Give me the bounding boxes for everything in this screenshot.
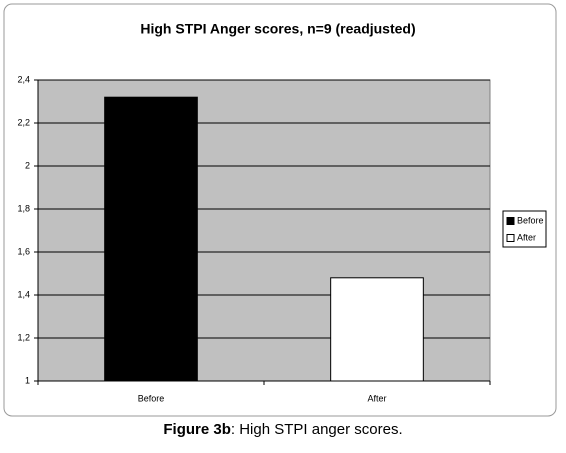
x-tick-label: Before xyxy=(138,393,165,403)
y-tick-label: 1,2 xyxy=(17,332,30,342)
y-tick-label: 1 xyxy=(25,375,30,385)
bar xyxy=(330,277,424,382)
bar xyxy=(104,96,198,382)
y-tick-label: 1,4 xyxy=(17,289,30,299)
chart: High STPI Anger scores, n=9 (readjusted)… xyxy=(3,3,557,417)
legend-label: After xyxy=(517,232,536,242)
x-tick-label: After xyxy=(367,393,386,403)
y-tick-label: 2,4 xyxy=(17,74,30,84)
legend-swatch xyxy=(506,234,515,242)
caption: Figure 3b: High STPI anger scores. xyxy=(0,421,566,438)
legend-label: Before xyxy=(517,215,544,225)
y-tick-label: 2 xyxy=(25,160,30,170)
caption-label: Figure 3b xyxy=(163,421,231,438)
legend-swatch xyxy=(506,217,515,225)
caption-text: : High STPI anger scores. xyxy=(230,421,403,438)
y-tick-label: 2,2 xyxy=(17,117,30,127)
y-tick-label: 1,8 xyxy=(17,203,30,213)
y-tick-label: 1,6 xyxy=(17,246,30,256)
chart-title: High STPI Anger scores, n=9 (readjusted) xyxy=(140,21,415,37)
